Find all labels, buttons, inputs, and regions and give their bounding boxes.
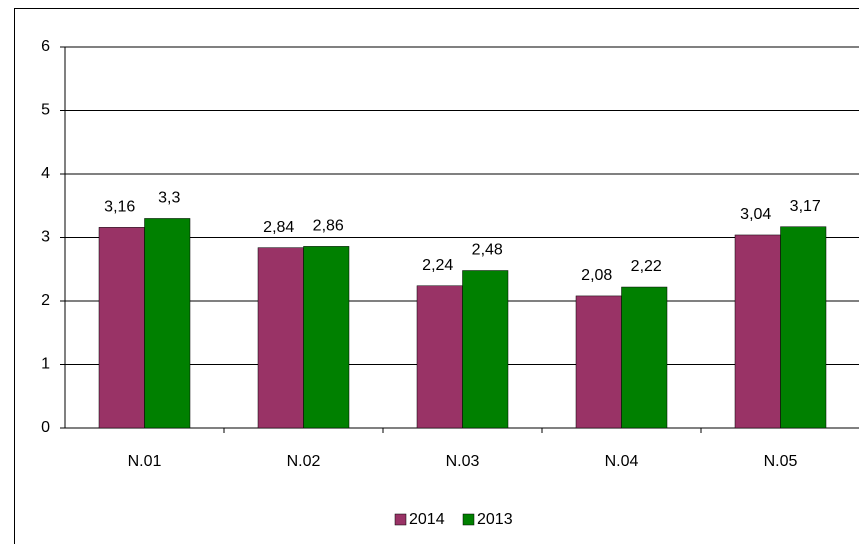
y-tick-label: 4 xyxy=(41,165,50,182)
value-label: 2,48 xyxy=(472,242,503,259)
value-label: 2,84 xyxy=(263,219,294,236)
bar xyxy=(621,286,668,429)
y-tick-label: 2 xyxy=(41,292,50,309)
value-label: 2,08 xyxy=(581,267,612,284)
bar xyxy=(780,226,827,429)
y-tick-label: 1 xyxy=(41,356,50,373)
x-tick-label: N.05 xyxy=(764,453,798,470)
value-label: 2,22 xyxy=(631,258,662,275)
bar xyxy=(303,246,350,429)
y-tick-label: 0 xyxy=(41,419,50,436)
bar xyxy=(734,234,781,429)
y-tick-label: 6 xyxy=(41,38,50,55)
legend-swatch xyxy=(394,513,407,526)
legend-swatch xyxy=(462,513,475,526)
bar xyxy=(416,285,463,429)
y-tick-label: 3 xyxy=(41,229,50,246)
x-tick-label: N.02 xyxy=(287,453,321,470)
x-tick-label: N.01 xyxy=(128,453,162,470)
y-tick-label: 5 xyxy=(41,102,50,119)
value-label: 3,17 xyxy=(790,198,821,215)
bar xyxy=(98,227,145,429)
bar xyxy=(462,270,509,429)
value-label: 3,3 xyxy=(158,190,180,207)
x-tick-label: N.03 xyxy=(446,453,480,470)
value-label: 2,86 xyxy=(313,218,344,235)
value-label: 2,24 xyxy=(422,257,453,274)
value-label: 3,04 xyxy=(740,206,771,223)
value-label: 3,16 xyxy=(104,199,135,216)
bar xyxy=(575,295,622,429)
bar xyxy=(257,247,304,429)
x-tick-label: N.04 xyxy=(605,453,639,470)
legend-label: 2014 xyxy=(409,511,445,528)
legend-label: 2013 xyxy=(477,511,513,528)
bar xyxy=(144,218,191,429)
